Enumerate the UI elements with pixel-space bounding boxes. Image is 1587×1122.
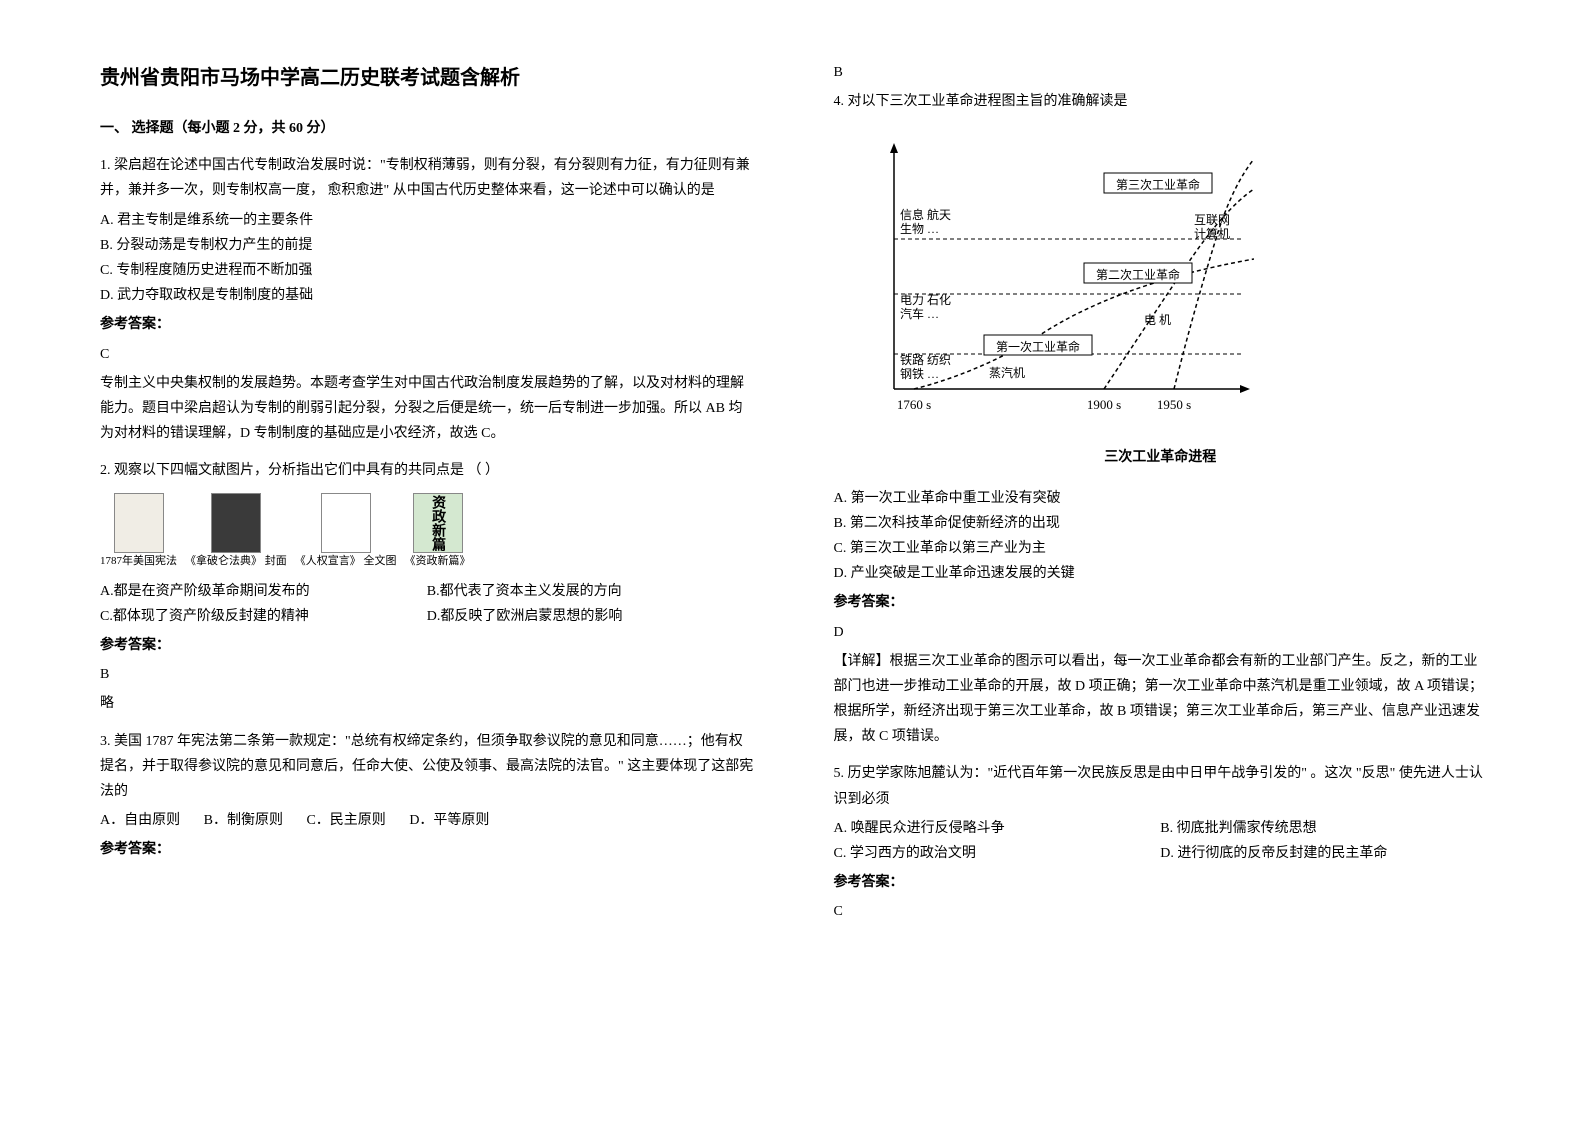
- svg-text:蒸汽机: 蒸汽机: [989, 365, 1025, 380]
- q5-opt-c: C. 学习西方的政治文明: [834, 841, 1161, 866]
- question-1: 1. 梁启超在论述中国古代专制政治发展时说："专制权稍薄弱，则有分裂，有分裂则有…: [100, 153, 754, 446]
- q1-options: A. 君主专制是维系统一的主要条件 B. 分裂动荡是专制权力产生的前提 C. 专…: [100, 208, 754, 309]
- svg-text:汽车 …: 汽车 …: [900, 306, 939, 321]
- svg-text:生物 …: 生物 …: [900, 222, 939, 236]
- q3-stem: 3. 美国 1787 年宪法第二条第一款规定："总统有权缔定条约，但须争取参议院…: [100, 729, 754, 805]
- q4-opt-c: C. 第三次工业革命以第三产业为主: [834, 536, 1488, 561]
- svg-text:1900 s: 1900 s: [1086, 397, 1120, 412]
- right-column: B 4. 对以下三次工业革命进程图主旨的准确解读是 第一次工业革命 第二次工业革命…: [834, 60, 1488, 1062]
- q2-opt-d: D.都反映了欧洲启蒙思想的影响: [427, 604, 754, 629]
- svg-text:钢铁 …: 钢铁 …: [900, 367, 939, 381]
- svg-text:信息 航天: 信息 航天: [900, 207, 951, 222]
- q5-opt-a: A. 唤醒民众进行反侵略斗争: [834, 816, 1161, 841]
- q2-image-row: 1787年美国宪法 《拿破仑法典》 封面 《人权宣言》 全文图 资政新篇 《资政…: [100, 493, 754, 568]
- q2-thumb-3: 《人权宣言》 全文图: [295, 493, 397, 568]
- q1-explanation: 专制主义中央集权制的发展趋势。本题考查学生对中国古代政治制度发展趋势的了解，以及…: [100, 371, 754, 447]
- q2-thumb-4: 资政新篇 《资政新篇》: [405, 493, 471, 568]
- q4-opt-d: D. 产业突破是工业革命迅速发展的关键: [834, 561, 1488, 586]
- question-2: 2. 观察以下四幅文献图片，分析指出它们中具有的共同点是 （ ） 1787年美国…: [100, 458, 754, 716]
- question-4: 4. 对以下三次工业革命进程图主旨的准确解读是 第一次工业革命 第二次工业革命 第三…: [834, 89, 1488, 749]
- industrial-revolution-chart: 第一次工业革命 第二次工业革命 第三次工业革命信息 航天生物 … 电力 石化汽车 … 铁…: [834, 129, 1254, 439]
- q2-thumb-4-label: 《资政新篇》: [405, 555, 471, 568]
- svg-text:电力 石化: 电力 石化: [900, 293, 951, 307]
- q3-answer: B: [834, 60, 1488, 85]
- thumb-box-icon: 资政新篇: [413, 493, 463, 553]
- q2-stem: 2. 观察以下四幅文献图片，分析指出它们中具有的共同点是 （ ）: [100, 458, 754, 483]
- section-header: 一、 选择题（每小题 2 分，共 60 分）: [100, 116, 754, 141]
- q2-opt-c: C.都体现了资产阶级反封建的精神: [100, 604, 427, 629]
- q4-chart: 第一次工业革命 第二次工业革命 第三次工业革命信息 航天生物 … 电力 石化汽车 … 铁…: [834, 129, 1488, 470]
- thumb-box-icon: [211, 493, 261, 553]
- q4-opt-a: A. 第一次工业革命中重工业没有突破: [834, 486, 1488, 511]
- q1-stem: 1. 梁启超在论述中国古代专制政治发展时说："专制权稍薄弱，则有分裂，有分裂则有…: [100, 153, 754, 203]
- svg-text:计算机: 计算机: [1194, 226, 1230, 241]
- q1-answer: C: [100, 342, 754, 367]
- svg-text:铁路 纺织: 铁路 纺织: [900, 352, 951, 367]
- q1-opt-a: A. 君主专制是维系统一的主要条件: [100, 208, 754, 233]
- q5-opt-b: B. 彻底批判儒家传统思想: [1160, 816, 1487, 841]
- q4-stem: 4. 对以下三次工业革命进程图主旨的准确解读是: [834, 89, 1488, 114]
- svg-text:第一次工业革命: 第一次工业革命: [995, 339, 1079, 354]
- q2-opt-b: B.都代表了资本主义发展的方向: [427, 579, 754, 604]
- thumb-box-icon: [321, 493, 371, 553]
- left-column: 贵州省贵阳市马场中学高二历史联考试题含解析 一、 选择题（每小题 2 分，共 6…: [100, 60, 754, 1062]
- question-5: 5. 历史学家陈旭麓认为："近代百年第一次民族反思是由中日甲午战争引发的" 。这…: [834, 761, 1488, 924]
- q2-answer: B: [100, 662, 754, 687]
- q4-explanation: 【详解】根据三次工业革命的图示可以看出，每一次工业革命都会有新的工业部门产生。反…: [834, 649, 1488, 750]
- svg-text:电 机: 电 机: [1144, 313, 1171, 327]
- q2-opt-a: A.都是在资产阶级革命期间发布的: [100, 579, 427, 604]
- question-3: 3. 美国 1787 年宪法第二条第一款规定："总统有权缔定条约，但须争取参议院…: [100, 729, 754, 863]
- q1-answer-label: 参考答案：: [100, 312, 754, 337]
- q3-opt-b: B．制衡原则: [204, 808, 283, 833]
- q4-answer-label: 参考答案：: [834, 590, 1488, 615]
- q4-answer: D: [834, 620, 1488, 645]
- q2-thumb-2-label: 《拿破仑法典》 封面: [185, 555, 287, 568]
- q5-answer-label: 参考答案：: [834, 870, 1488, 895]
- q1-opt-d: D. 武力夺取政权是专制制度的基础: [100, 283, 754, 308]
- q2-explanation: 略: [100, 691, 754, 716]
- q5-options: A. 唤醒民众进行反侵略斗争 C. 学习西方的政治文明 B. 彻底批判儒家传统思…: [834, 816, 1488, 866]
- q2-vtext: 资政新篇: [425, 495, 450, 551]
- svg-text:1760 s: 1760 s: [896, 397, 930, 412]
- q2-options: A.都是在资产阶级革命期间发布的 C.都体现了资产阶级反封建的精神 B.都代表了…: [100, 579, 754, 629]
- q2-thumb-3-label: 《人权宣言》 全文图: [295, 555, 397, 568]
- page-title: 贵州省贵阳市马场中学高二历史联考试题含解析: [100, 60, 754, 96]
- svg-text:互联网: 互联网: [1194, 213, 1230, 227]
- q2-answer-label: 参考答案：: [100, 633, 754, 658]
- q1-opt-c: C. 专制程度随历史进程而不断加强: [100, 258, 754, 283]
- q4-opt-b: B. 第二次科技革命促使新经济的出现: [834, 511, 1488, 536]
- svg-text:第二次工业革命: 第二次工业革命: [1095, 267, 1179, 282]
- q5-opt-d: D. 进行彻底的反帝反封建的民主革命: [1160, 841, 1487, 866]
- q3-opt-d: D．平等原则: [409, 808, 489, 833]
- q4-options: A. 第一次工业革命中重工业没有突破 B. 第二次科技革命促使新经济的出现 C.…: [834, 486, 1488, 587]
- q4-chart-caption: 三次工业革命进程: [834, 445, 1488, 470]
- q3-answer-label: 参考答案：: [100, 837, 754, 862]
- q5-answer: C: [834, 899, 1488, 924]
- q2-thumb-2: 《拿破仑法典》 封面: [185, 493, 287, 568]
- q2-thumb-1-label: 1787年美国宪法: [100, 555, 177, 568]
- q3-opt-a: A．自由原则: [100, 808, 180, 833]
- q1-opt-b: B. 分裂动荡是专制权力产生的前提: [100, 233, 754, 258]
- q5-stem: 5. 历史学家陈旭麓认为："近代百年第一次民族反思是由中日甲午战争引发的" 。这…: [834, 761, 1488, 811]
- q2-thumb-1: 1787年美国宪法: [100, 493, 177, 568]
- q3-options: A．自由原则 B．制衡原则 C．民主原则 D．平等原则: [100, 808, 754, 833]
- svg-text:1950 s: 1950 s: [1156, 397, 1190, 412]
- svg-text:第三次工业革命: 第三次工业革命: [1115, 177, 1199, 192]
- thumb-box-icon: [114, 493, 164, 553]
- q3-opt-c: C．民主原则: [306, 808, 385, 833]
